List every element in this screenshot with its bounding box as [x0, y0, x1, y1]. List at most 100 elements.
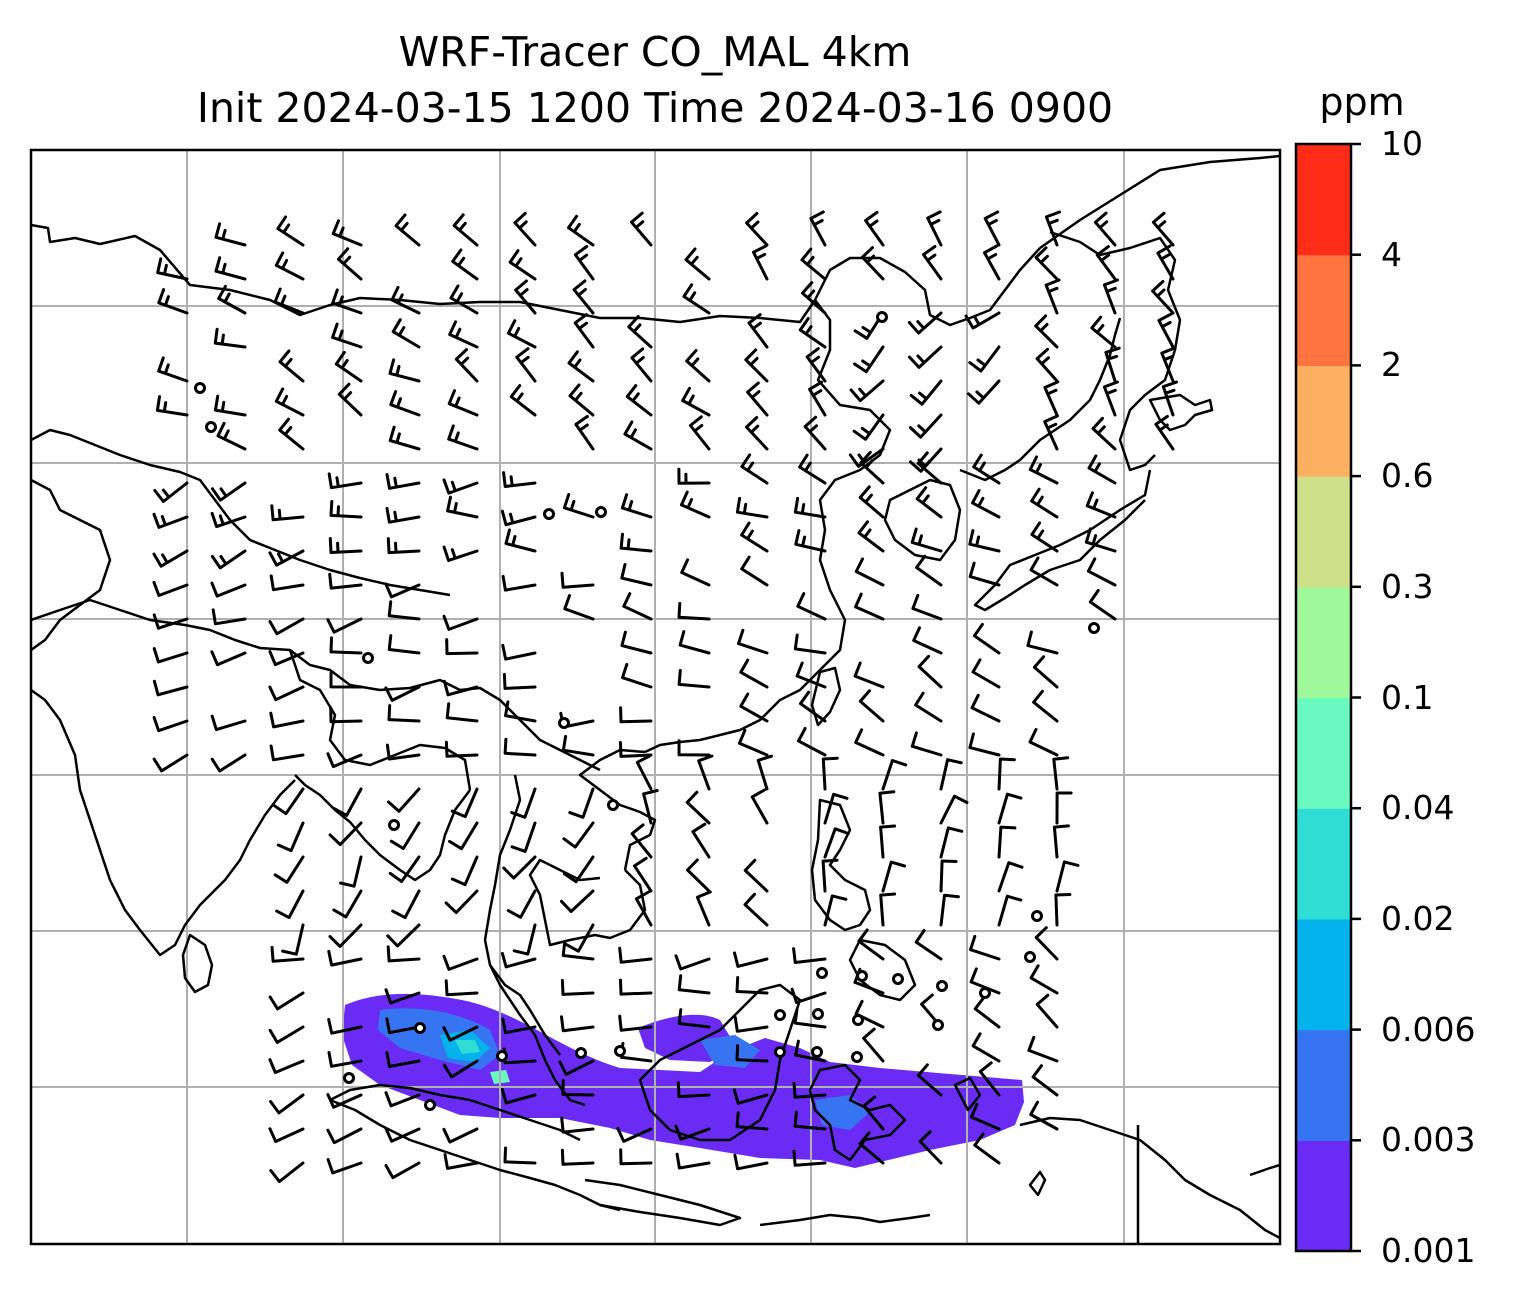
wind-barb: [152, 716, 189, 733]
chart-title-line2: Init 2024-03-15 1200 Time 2024-03-16 090…: [196, 84, 1114, 132]
wind-barb: [680, 490, 711, 519]
calm-wind-circle: [1088, 622, 1100, 634]
wind-barb: [444, 979, 479, 997]
wind-barb: [630, 823, 653, 859]
wind-barb: [1034, 926, 1059, 961]
wind-barb: [331, 219, 363, 247]
wind-barb: [1093, 211, 1117, 247]
wind-barb: [500, 951, 537, 969]
wind-barb: [514, 279, 537, 315]
wind-barb: [274, 387, 305, 417]
wind-barb: [619, 706, 653, 724]
wind-barb: [454, 348, 479, 383]
wind-barb: [735, 976, 769, 995]
wind-barb: [442, 614, 479, 631]
wind-barb: [210, 581, 247, 598]
wind-barb: [688, 415, 711, 451]
wind-barb: [732, 1088, 769, 1105]
wind-barb: [442, 478, 479, 495]
coast-sulawesi: [808, 1063, 907, 1162]
wind-barb: [513, 211, 537, 247]
wind-barb: [563, 594, 595, 621]
colorbar-tick-label: 4: [1381, 234, 1402, 274]
wind-barb: [1029, 964, 1059, 995]
wind-barb: [978, 1061, 1001, 1097]
wind-barb: [695, 890, 712, 927]
calm-wind-circle: [595, 506, 607, 518]
wind-barb: [680, 558, 711, 587]
wind-barb: [1090, 315, 1117, 349]
wind-barb: [573, 313, 595, 349]
wind-barb: [1052, 756, 1070, 791]
wind-barb: [793, 633, 827, 655]
colorbar-tick-label: 0.003: [1381, 1120, 1476, 1160]
wind-barb: [560, 1148, 595, 1166]
wind-barb: [743, 892, 769, 927]
wind-barb: [853, 661, 885, 689]
wind-barb: [503, 1146, 537, 1165]
wind-barb: [622, 592, 653, 621]
coast-hainan-gulf: [578, 748, 657, 871]
wind-barb: [450, 787, 479, 819]
plume-002-core: [455, 1040, 480, 1054]
wind-barb: [939, 758, 963, 791]
wind-barb: [269, 744, 305, 762]
wind-barb: [331, 288, 363, 315]
wind-barb: [620, 493, 653, 519]
wind-barb: [562, 493, 595, 519]
wind-barb: [332, 889, 363, 919]
wind-barb: [390, 285, 421, 315]
coast-taiwan: [810, 666, 842, 727]
wind-barb: [152, 613, 189, 630]
wind-barb: [678, 630, 711, 655]
wind-barb: [384, 685, 421, 702]
wind-barbs: [152, 210, 1178, 1184]
wind-barb: [388, 425, 421, 451]
wind-barb: [1161, 380, 1178, 417]
coast-amur-sakhalin: [1049, 230, 1182, 472]
wind-barb: [908, 413, 943, 439]
wind-barb: [739, 658, 769, 689]
wind-barb: [1055, 791, 1073, 825]
wind-barb: [384, 1161, 421, 1180]
wind-barb: [268, 650, 305, 667]
wind-barb: [449, 284, 479, 315]
wind-barb: [442, 1127, 479, 1144]
wind-barb: [864, 210, 885, 247]
wind-barb: [1034, 314, 1059, 349]
wind-barb: [630, 347, 653, 383]
wind-barb: [560, 889, 595, 913]
colorbar-segment: [1296, 254, 1351, 366]
calm-wind-circle: [811, 1046, 823, 1058]
wind-barb: [983, 244, 1001, 281]
wind-barb: [387, 704, 421, 723]
wind-barb: [391, 889, 421, 920]
wind-barb: [448, 320, 479, 349]
wind-barb: [1084, 527, 1117, 553]
colorbar-segment: [1296, 918, 1351, 1031]
coast-bay-of-bengal: [294, 774, 471, 882]
calm-wind-circle: [205, 421, 217, 433]
wind-barb: [854, 592, 885, 621]
wind-barb: [627, 315, 653, 349]
calm-wind-circle: [194, 382, 206, 394]
wind-barb: [675, 1152, 711, 1170]
colorbar-segment: [1296, 1029, 1351, 1141]
coast-timor: [1028, 1170, 1047, 1197]
coast-sumatra: [329, 1098, 621, 1212]
calm-wind-circle: [1031, 910, 1043, 922]
wind-barb: [384, 1126, 421, 1143]
wind-barb: [634, 890, 653, 927]
wind-barb: [210, 753, 247, 773]
wind-barb: [512, 923, 537, 956]
colorbar-tick-label: 0.6: [1381, 456, 1434, 496]
wind-barb: [442, 679, 479, 697]
wind-barb: [618, 946, 653, 964]
coast-vietnam: [528, 858, 647, 947]
wind-barb: [1031, 1064, 1059, 1097]
wind-barb: [750, 788, 769, 825]
wind-barb: [686, 858, 711, 893]
calm-wind-circle: [852, 1014, 864, 1026]
wind-barb: [793, 496, 827, 519]
wind-barb: [442, 545, 479, 562]
